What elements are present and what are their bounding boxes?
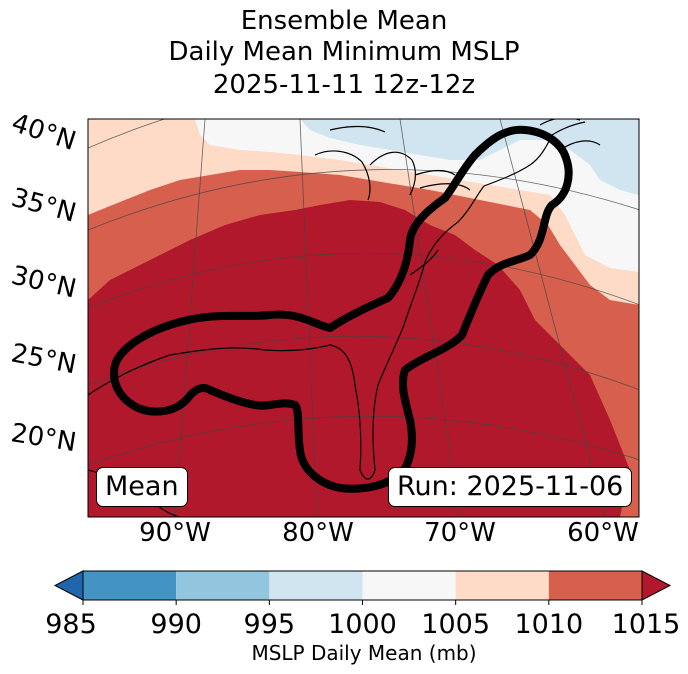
colorbar-segment [455,571,549,600]
lat-label-30: 30°N [8,261,79,305]
colorbar-lower-extension [53,570,84,601]
colorbar-segment [548,571,642,600]
colorbar-tick-label: 1010 [514,609,583,640]
lon-label-60w: 60°W [567,518,639,548]
mslp-contour-outline [110,125,573,493]
lat-label-35: 35°N [8,183,79,229]
lat-label-20: 20°N [9,418,78,458]
map-panel [88,119,639,517]
lon-label-90w: 90°W [139,518,211,548]
lon-label-80w: 80°W [282,518,354,548]
colorbar: 985 990 995 1000 1005 1010 1015 [45,570,681,640]
lat-label-25: 25°N [9,338,79,380]
colorbar-label: MSLP Daily Mean (mb) [251,641,477,665]
colorbar-segment [269,571,363,600]
mslp-1005-1010-band [88,119,639,517]
colorbar-upper-extension [641,570,672,601]
colorbar-tick-label: 995 [244,609,296,640]
colorbar-segment [176,571,270,600]
colorbar-tick-label: 985 [45,609,97,640]
colorbar-segment [83,571,177,600]
lat-label-40: 40°N [8,108,80,157]
title-line-1: Ensemble Mean [240,6,448,36]
colorbar-tick-label: 1000 [328,609,397,640]
colorbar-tick-label: 990 [150,609,202,640]
mslp-995-1000-band [195,119,639,272]
map-frame [87,118,640,518]
colorbar-segment [362,571,456,600]
title-line-2: Daily Mean Minimum MSLP [168,37,520,67]
mean-label-box: Mean [96,467,188,507]
lon-label-70w: 70°W [424,518,496,548]
colorbar-tick-label: 1015 [612,609,681,640]
colorbar-tick-label: 1005 [421,609,490,640]
title-line-3: 2025-11-11 12z-12z [212,70,476,100]
run-date-label-box: Run: 2025-11-06 [388,467,633,507]
